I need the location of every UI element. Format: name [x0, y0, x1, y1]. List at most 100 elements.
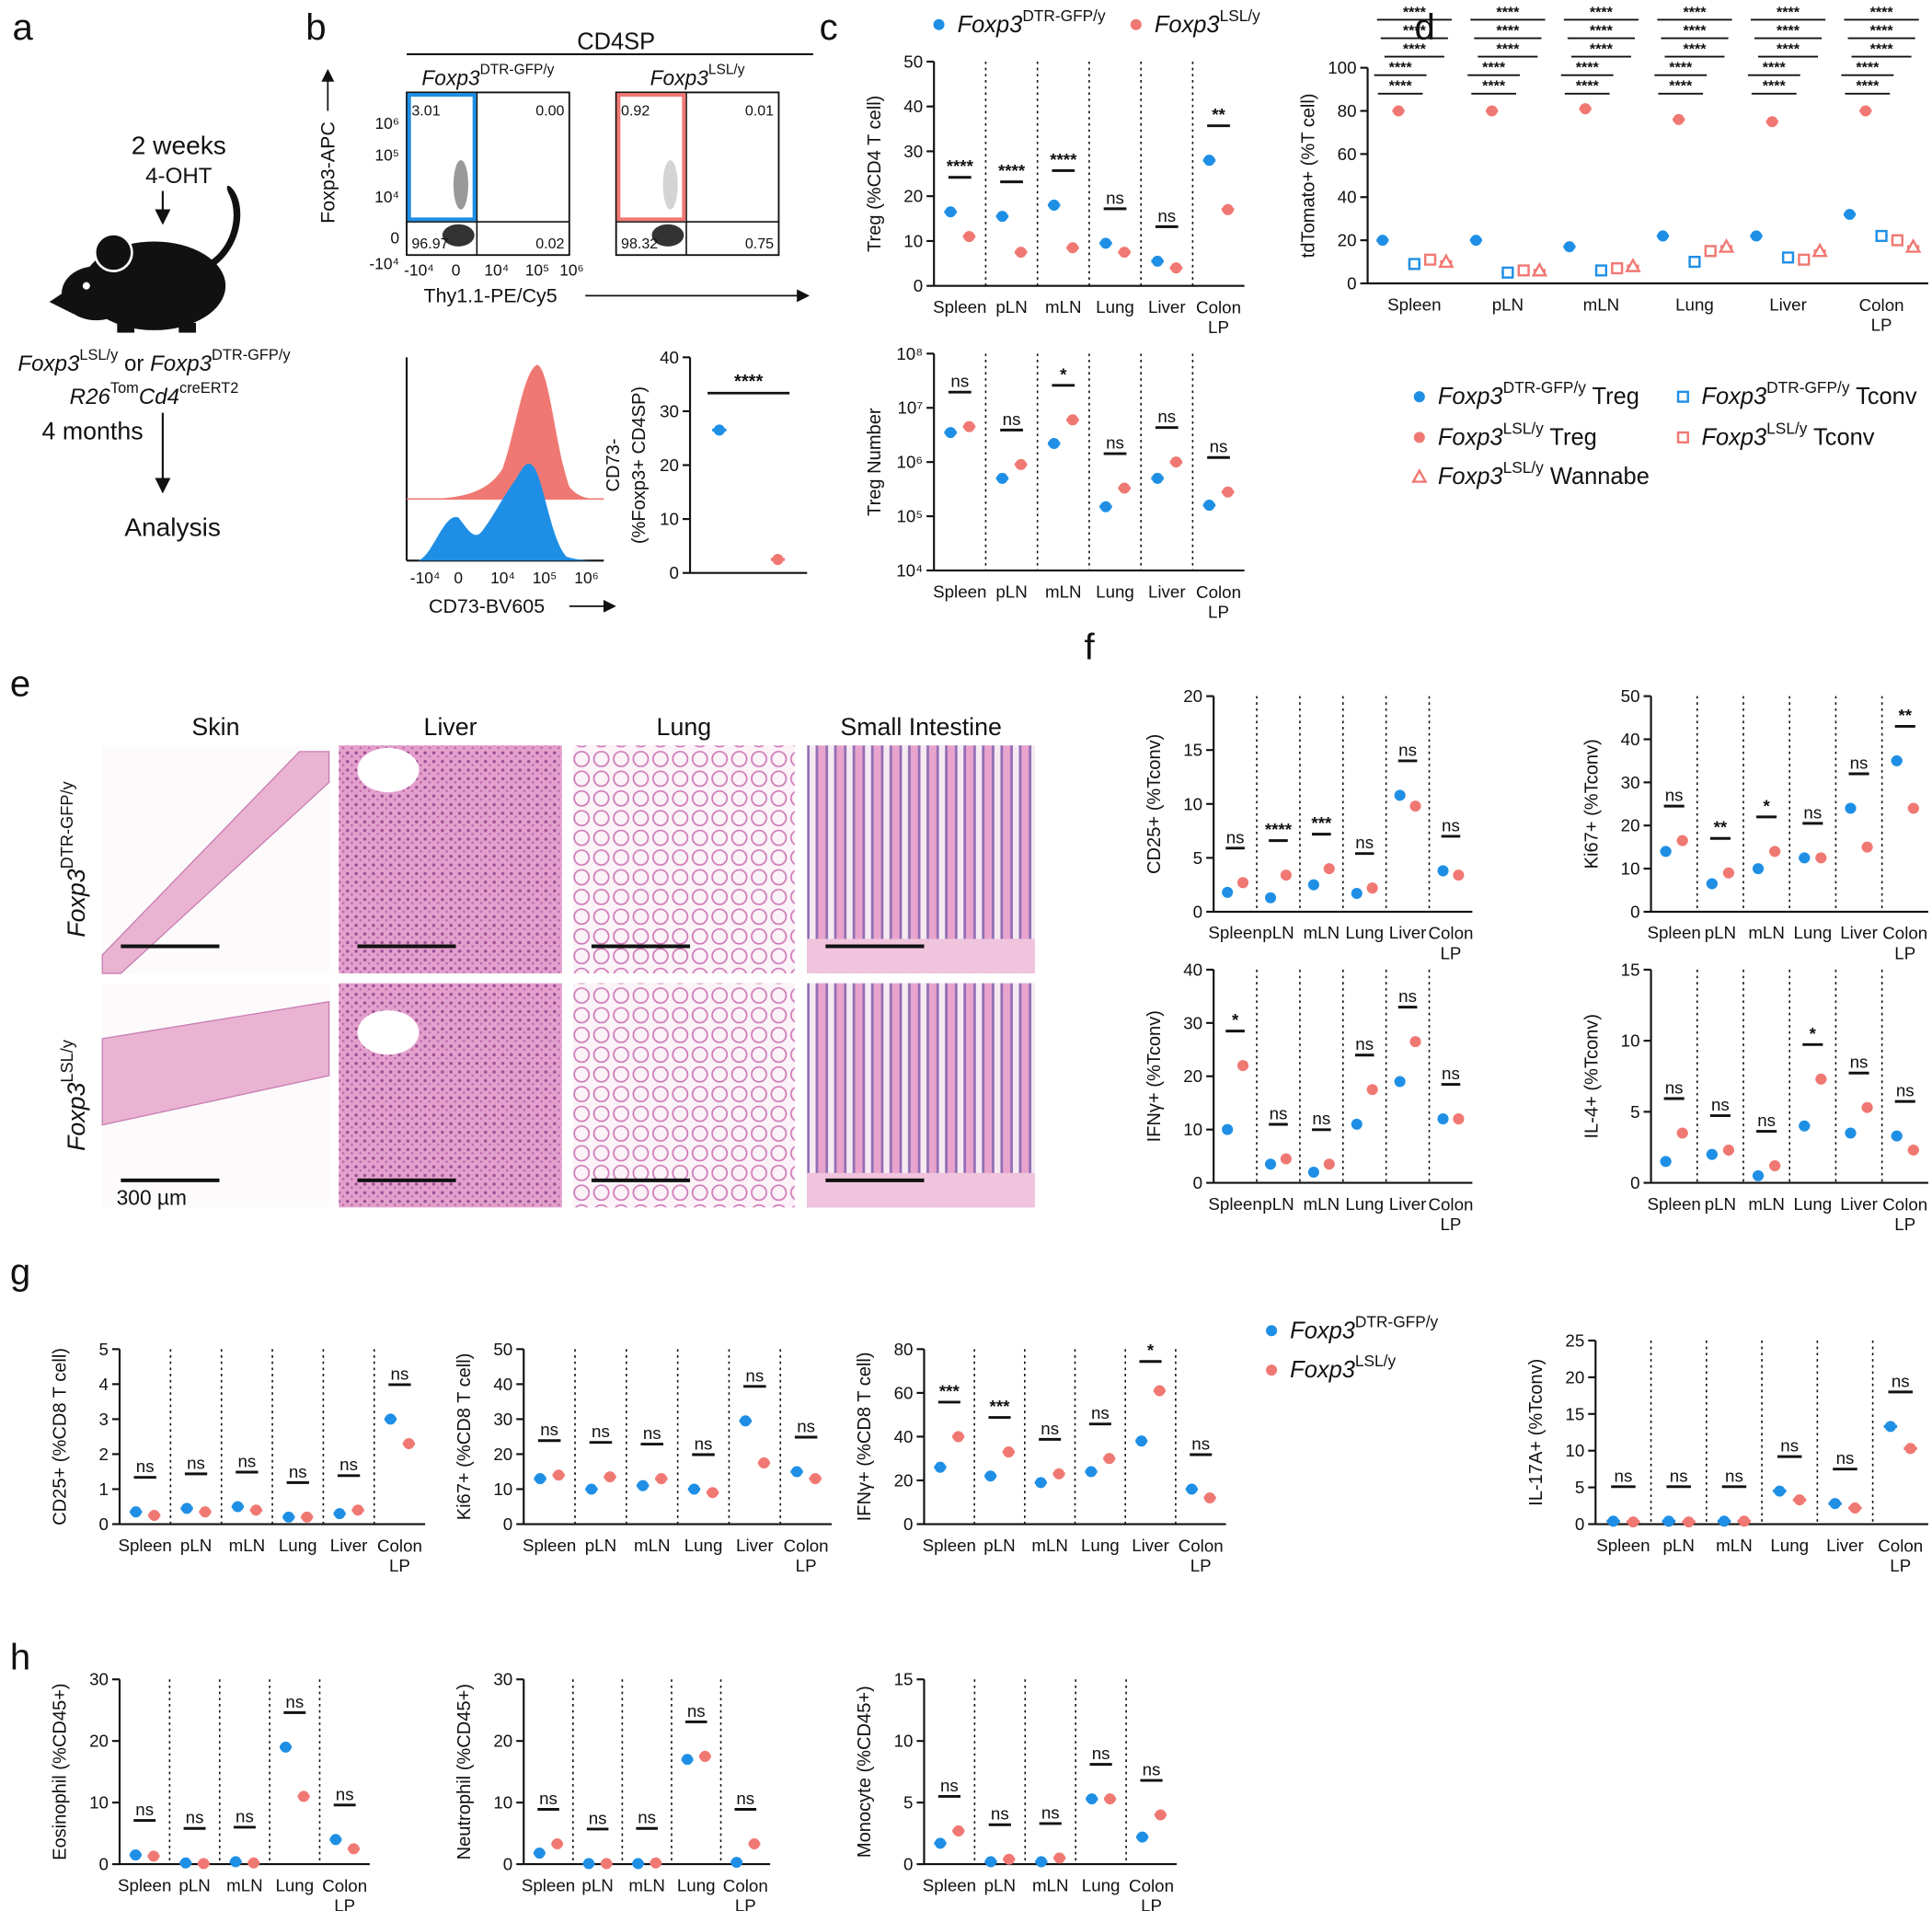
marker: [1563, 241, 1575, 253]
data-point: [1486, 105, 1499, 117]
data-point: [533, 1848, 546, 1859]
data-point: [1717, 1515, 1731, 1527]
data-point: [1202, 500, 1216, 512]
hist-x-tick: 10⁶: [574, 569, 599, 587]
mouse-icon: [49, 185, 241, 333]
y-tick-label: 5: [1575, 1478, 1584, 1497]
x-tick-label: pLN: [180, 1536, 212, 1555]
data-point: [1437, 1113, 1449, 1125]
x-tick-label: Liver: [1148, 297, 1186, 317]
data-point: [1151, 472, 1164, 484]
data-point: [1660, 1156, 1672, 1168]
x-tick-label: Spleen: [118, 1875, 171, 1894]
marker: [1676, 390, 1689, 403]
marker: [582, 1858, 594, 1870]
data-point: [1237, 1060, 1249, 1072]
data-point: [1469, 235, 1482, 247]
x-tick-label: Liver: [1132, 1536, 1169, 1555]
data-point: [1351, 1118, 1363, 1130]
data-point: [1676, 1127, 1688, 1139]
x-tick-label: Colon LP: [723, 1875, 768, 1911]
marker: [1766, 116, 1778, 128]
legend-entry: Foxp3DTR-GFP/y Tconv: [1676, 378, 1917, 409]
y-tick-label: 15: [1621, 960, 1640, 979]
panel-letter: h: [10, 1637, 30, 1678]
x-tick-label: Lung: [1082, 1875, 1121, 1894]
marker: [1424, 253, 1437, 266]
marker: [952, 1825, 964, 1836]
significance-label: ****: [1590, 41, 1614, 58]
data-point: [1704, 245, 1717, 258]
significance-label: ns: [1398, 740, 1417, 759]
y-axis-label: Neutrophil (%CD45+): [454, 1684, 475, 1859]
x-tick-label: pLN: [178, 1875, 210, 1894]
x-tick-label: pLN: [581, 1875, 613, 1894]
y-tick-label: 20: [1183, 1066, 1202, 1086]
marker: [282, 1511, 294, 1523]
x-tick-label: Spleen: [1387, 294, 1441, 314]
y-axis-label: (%Foxp3+ CD4SP): [629, 386, 650, 544]
marker: [1222, 1123, 1234, 1135]
x-tick-label: mLN: [1748, 1194, 1785, 1214]
data-point: [1035, 1856, 1048, 1868]
marker: [1861, 841, 1873, 853]
marker: [1186, 1483, 1198, 1495]
data-point: [1423, 253, 1437, 266]
y-tick-label: 5: [1630, 1102, 1639, 1122]
data-point: [1563, 241, 1576, 253]
data-point: [180, 1502, 193, 1514]
marker: [385, 1413, 397, 1425]
data-point: [944, 206, 957, 218]
data-point: [1307, 879, 1319, 891]
x-tick-label: Colon LP: [1878, 1536, 1923, 1575]
significance-label: ns: [1442, 815, 1460, 835]
x-tick-label: Liver: [1840, 923, 1878, 942]
data-point: [681, 1754, 694, 1766]
marker: [130, 1849, 142, 1861]
marker: [1437, 1113, 1449, 1125]
data-point: [1118, 247, 1131, 259]
significance-label: ns: [1757, 1111, 1776, 1130]
vessel: [357, 747, 420, 793]
x-tick-label: Colon LP: [1196, 297, 1241, 337]
x-tick-label: Spleen: [522, 1875, 575, 1894]
flow-plot-title: Foxp3DTR-GFP/y: [421, 62, 554, 89]
data-point: [1656, 230, 1670, 242]
significance-label: ns: [643, 1423, 661, 1443]
data-point: [1099, 501, 1112, 512]
data-point: [1394, 789, 1406, 801]
y-tick-label: 1: [99, 1479, 109, 1499]
data-point: [1753, 1169, 1765, 1181]
marker: [688, 1483, 700, 1495]
legend-label: Foxp3LSL/y: [1290, 1352, 1396, 1383]
significance-label: ****: [1496, 22, 1520, 39]
marker: [1875, 229, 1888, 243]
marker: [1907, 802, 1919, 814]
significance-label: ns: [1803, 802, 1822, 822]
marker: [1815, 852, 1827, 864]
y-tick-label: 0: [503, 1855, 512, 1874]
data-point: [1366, 882, 1378, 894]
marker: [1052, 1468, 1065, 1479]
marker: [1411, 468, 1428, 483]
marker: [1035, 1856, 1047, 1868]
marker: [585, 1483, 597, 1495]
y-tick-label: 80: [894, 1340, 914, 1359]
data-point: [229, 1856, 242, 1868]
significance-label: *: [1763, 796, 1770, 815]
data-point: [944, 427, 957, 439]
marker: [601, 1858, 613, 1870]
significance-label: ****: [1496, 41, 1520, 58]
marker: [1815, 1073, 1827, 1085]
marker: [247, 1857, 259, 1869]
y-tick-label: 30: [1621, 773, 1640, 792]
data-point: [1903, 1443, 1917, 1455]
x-tick-label: mLN: [1045, 297, 1082, 317]
marker: [1035, 1477, 1047, 1489]
panel-letter: f: [1085, 627, 1096, 668]
marker: [1413, 391, 1425, 403]
data-point: [934, 1461, 947, 1473]
marker: [1799, 1120, 1811, 1132]
data-point: [1891, 234, 1903, 247]
marker: [1280, 1153, 1292, 1165]
